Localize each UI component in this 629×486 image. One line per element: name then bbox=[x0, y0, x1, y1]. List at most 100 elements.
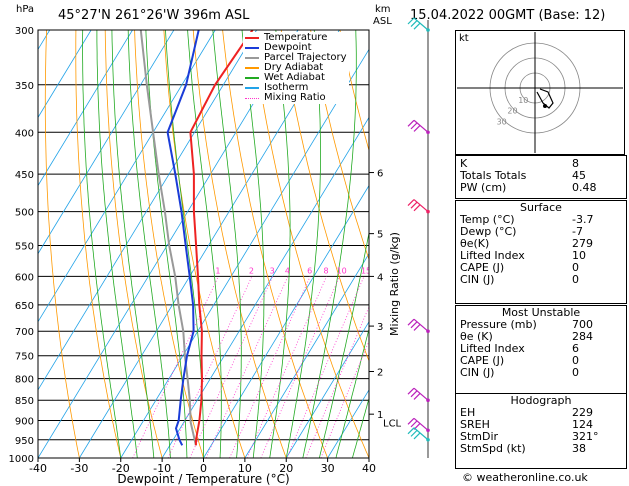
surface-title: Surface bbox=[520, 201, 562, 214]
chart-legend: Temperature Dewpoint Parcel Trajectory Dry … bbox=[243, 32, 349, 104]
temperature-line bbox=[189, 30, 254, 446]
wet-adiabat-line bbox=[111, 30, 155, 458]
hodograph-table-label: SREH bbox=[460, 418, 490, 431]
legend-item: Isotherm bbox=[245, 83, 347, 93]
legend-label: Dry Adiabat bbox=[264, 62, 324, 73]
hodograph-table-value: 124 bbox=[572, 418, 593, 431]
most-unstable-value: 6 bbox=[572, 342, 579, 355]
most-unstable-label: Pressure (mb) bbox=[460, 318, 537, 331]
surface-label: CIN (J) bbox=[460, 273, 495, 286]
wet-adiabat-line bbox=[241, 30, 265, 458]
wet-adiabat-line bbox=[318, 230, 369, 458]
wind-barb-flag bbox=[410, 420, 418, 428]
pressure-tick-label: 500 bbox=[15, 208, 34, 219]
pressure-tick-label: 850 bbox=[15, 396, 34, 407]
isotherm-line bbox=[38, 30, 175, 255]
most-unstable-row: CAPE (J) 0 bbox=[456, 355, 626, 367]
wind-barb bbox=[413, 387, 429, 401]
dry-adiabat-line bbox=[280, 30, 369, 363]
legend-label: Parcel Trajectory bbox=[264, 52, 347, 63]
mixing-ratio-line bbox=[205, 276, 289, 458]
isotherm-line bbox=[161, 116, 369, 458]
legend-swatch bbox=[245, 77, 259, 79]
most-unstable-row: Lifted Index 6 bbox=[456, 343, 626, 355]
mixing-ratio-axis-label: Mixing Ratio (g/kg) bbox=[388, 232, 401, 336]
most-unstable-value: 0 bbox=[572, 354, 579, 367]
legend-swatch bbox=[245, 67, 259, 69]
wind-barb-flag bbox=[413, 393, 421, 400]
wet-adiabat-line bbox=[212, 30, 242, 458]
wind-barb bbox=[413, 417, 429, 431]
wind-barb-dot bbox=[426, 209, 430, 214]
wind-barb-flag bbox=[407, 318, 415, 326]
indices-box: K 8 Totals Totals 45 PW (cm) 0.48 bbox=[455, 155, 627, 199]
hodograph-table-label: EH bbox=[460, 406, 476, 419]
isotherm-line bbox=[203, 184, 369, 458]
most-unstable-value: 0 bbox=[572, 366, 579, 379]
x-tick-label: 0 bbox=[200, 462, 207, 475]
legend-item: Temperature bbox=[245, 33, 347, 43]
parcel-trajectory-line bbox=[139, 30, 197, 446]
wind-barb-dot bbox=[426, 28, 430, 32]
x-axis-label: Dewpoint / Temperature (°C) bbox=[117, 472, 289, 486]
mixing-ratio-label: 6 bbox=[307, 266, 312, 275]
km-tick-label: 6 bbox=[377, 169, 383, 180]
legend-label: Wet Adiabat bbox=[264, 72, 325, 83]
dry-adiabat-line bbox=[104, 30, 163, 458]
k-label: K bbox=[460, 157, 468, 170]
wind-barb-flag bbox=[413, 22, 421, 30]
most-unstable-label: Lifted Index bbox=[460, 342, 525, 355]
isotherm-line bbox=[38, 30, 133, 187]
wet-adiabat-line bbox=[352, 396, 369, 458]
mixing-ratio-label: 1 bbox=[215, 266, 220, 275]
hodograph-table-title: Hodograph bbox=[510, 394, 572, 407]
legend-swatch bbox=[245, 97, 259, 99]
pw-value: 0.48 bbox=[572, 181, 597, 194]
surface-value: 0 bbox=[572, 273, 579, 286]
km-label: km bbox=[375, 4, 391, 15]
km-tick-label: 3 bbox=[377, 322, 383, 333]
wind-barb-flag bbox=[410, 429, 418, 437]
wind-barb bbox=[413, 318, 429, 332]
mixing-ratio-label: 10 bbox=[337, 266, 347, 275]
wind-barb-flag bbox=[407, 17, 415, 25]
dry-adiabat-line bbox=[44, 30, 80, 458]
km-tick-label: 5 bbox=[377, 230, 383, 241]
wind-barb-flag bbox=[410, 122, 418, 130]
surface-value: 0 bbox=[572, 261, 579, 274]
dry-adiabat-line bbox=[339, 30, 369, 152]
hodograph-table-row: SREH 124 bbox=[456, 419, 626, 431]
km-tick-label: 4 bbox=[377, 272, 383, 283]
mixing-ratio-label: 4 bbox=[285, 266, 290, 275]
most-unstable-title: Most Unstable bbox=[501, 306, 581, 319]
hodograph-ring-label: 10 bbox=[518, 96, 528, 105]
surface-label: θe(K) bbox=[460, 237, 490, 250]
hodograph-table-label: StmDir bbox=[460, 430, 499, 443]
wind-barb-flag bbox=[413, 204, 421, 212]
pressure-tick-label: 450 bbox=[15, 170, 34, 181]
dewpoint-line bbox=[166, 30, 200, 446]
surface-label: Lifted Index bbox=[460, 249, 525, 262]
wet-adiabat-line bbox=[335, 327, 369, 458]
copyright: © weatheronline.co.uk bbox=[462, 471, 588, 484]
tt-value: 45 bbox=[572, 169, 586, 182]
pw-label: PW (cm) bbox=[460, 181, 507, 194]
mixing-ratio-label: 3 bbox=[270, 266, 275, 275]
x-tick-label: 10 bbox=[238, 462, 252, 475]
hodograph-ring-label: 20 bbox=[507, 107, 517, 116]
wind-barb-flag bbox=[410, 390, 418, 398]
surface-row: CIN (J) 0 bbox=[456, 274, 626, 286]
km-tick-label: 1 bbox=[377, 410, 383, 421]
wind-barb-dot bbox=[426, 130, 430, 135]
wet-adiabat-line bbox=[302, 30, 357, 458]
wind-barb bbox=[413, 119, 429, 133]
wind-barb-flag bbox=[410, 201, 418, 209]
x-tick-label: -20 bbox=[112, 462, 130, 475]
pressure-tick-label: 700 bbox=[15, 327, 34, 338]
dry-adiabat-line bbox=[310, 30, 369, 261]
most-unstable-value: 700 bbox=[572, 318, 593, 331]
wet-adiabat-line bbox=[82, 30, 122, 458]
pressure-tick-label: 550 bbox=[15, 241, 34, 252]
dry-adiabat-line bbox=[75, 30, 122, 458]
